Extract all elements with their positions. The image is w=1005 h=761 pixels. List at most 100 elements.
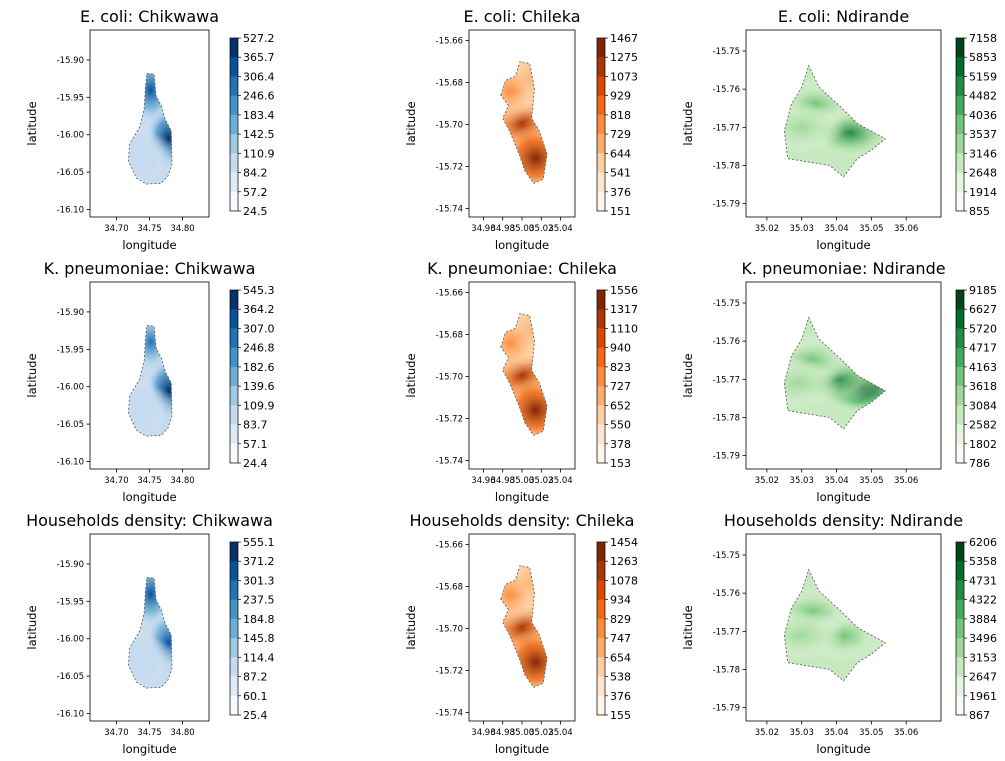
region-boundary [500, 313, 548, 436]
x-tick-label: 34.80 [170, 224, 194, 234]
colorbar-tick-label: 644 [610, 147, 631, 160]
x-axis-label: longitude [122, 490, 176, 504]
colorbar-tick-label: 3146 [969, 147, 997, 160]
y-tick-label: -15.90 [57, 56, 84, 66]
y-tick-label: -15.79 [713, 704, 740, 714]
colorbar-tick-label: 867 [969, 709, 990, 722]
y-tick-label: -15.76 [713, 337, 740, 347]
colorbar-tick-label: 246.8 [243, 342, 275, 355]
x-tick-label: 35.02 [755, 728, 779, 738]
colorbar-tick-label: 829 [610, 613, 631, 626]
colorbar: 1454 1263 1078 934 829 747 654 538 376 155 [596, 536, 638, 722]
density-hotspot [784, 357, 842, 409]
density-hotspot [500, 61, 545, 125]
y-tick-label: -15.70 [436, 121, 463, 131]
colorbar-segment [956, 580, 964, 600]
colorbar-tick-label: 83.7 [243, 419, 268, 432]
colorbar-tick-label: 183.4 [243, 109, 275, 122]
colorbar-segment [597, 599, 605, 620]
x-tick-label: 35.02 [755, 476, 779, 486]
x-axis-label: longitude [122, 238, 176, 252]
x-tick-label: 35.03 [790, 728, 814, 738]
plot-frame [745, 533, 942, 722]
colorbar-segment [230, 347, 238, 368]
colorbar-tick-label: 1078 [610, 574, 638, 587]
colorbar-tick-label: 145.8 [243, 632, 275, 645]
colorbar-tick-label: 182.6 [243, 361, 275, 374]
colorbar-segment [597, 676, 605, 697]
colorbar-segment [230, 638, 238, 658]
colorbar-segment [230, 657, 238, 677]
x-tick-label: 35.02 [755, 224, 779, 234]
y-tick-label: -15.90 [57, 560, 84, 570]
x-tick-label: 34.70 [104, 476, 128, 486]
colorbar-segment [597, 328, 605, 348]
colorbar-tick-label: 306.4 [243, 70, 275, 83]
y-tick-label: -16.05 [57, 168, 84, 178]
colorbar-segment [597, 95, 605, 116]
y-tick-label: -15.77 [713, 123, 740, 133]
region-boundary [127, 72, 173, 185]
colorbar-tick-label: 3884 [969, 613, 997, 626]
panel-title: Households density: Ndirande [724, 511, 963, 530]
x-axis-label: longitude [816, 490, 870, 504]
colorbar-tick-label: 1317 [610, 303, 638, 316]
colorbar-tick-label: 5358 [969, 555, 997, 568]
y-tick-label: -15.72 [436, 415, 463, 425]
colorbar-tick-label: 2647 [969, 671, 997, 684]
colorbar-tick-label: 4322 [969, 594, 997, 607]
colorbar-tick-label: 2648 [969, 167, 997, 180]
colorbar-tick-label: 371.2 [243, 555, 275, 568]
colorbar-tick-label: 855 [969, 205, 990, 218]
colorbar-tick-label: 7158 [969, 32, 997, 45]
colorbar-segment [230, 599, 238, 620]
panel-title: K. pneumoniae: Ndirande [741, 259, 945, 278]
heatmap-panel: K. pneumoniae: Chikwawa 34.70 34.75 34.80 -1… [25, 259, 275, 504]
y-tick-label: -15.74 [436, 457, 463, 467]
colorbar-tick-label: 57.1 [243, 438, 268, 451]
colorbar-tick-label: 184.8 [243, 613, 275, 626]
colorbar-segment [230, 618, 238, 639]
x-tick-label: 35.06 [894, 476, 918, 486]
colorbar-segment [230, 191, 238, 212]
colorbar: 1467 1275 1073 929 818 729 644 541 376 151 [596, 32, 638, 218]
y-tick-label: -16.05 [57, 672, 84, 682]
colorbar-tick-label: 1802 [969, 438, 997, 451]
panel-title: E. coli: Chikwawa [80, 7, 219, 26]
plot-frame [745, 29, 942, 218]
colorbar-segment [597, 580, 605, 600]
heatmap-panel: Households density: Chileka34.9634.9835.… [404, 511, 638, 756]
panel-title: Households density: Chileka [410, 511, 635, 530]
region-boundary [500, 565, 548, 688]
colorbar-tick-label: 4036 [969, 109, 997, 122]
colorbar-tick-label: 3153 [969, 651, 997, 664]
y-tick-label: -15.72 [436, 667, 463, 677]
y-tick-label: -15.77 [713, 627, 740, 637]
colorbar-tick-label: 376 [610, 690, 631, 703]
colorbar-tick-label: 527.2 [243, 32, 275, 45]
x-tick-label: 34.75 [137, 224, 161, 234]
y-tick-label: -15.72 [436, 163, 463, 173]
colorbar-segment [597, 695, 605, 716]
colorbar-tick-label: 9185 [969, 284, 997, 297]
colorbar-tick-label: 4717 [969, 342, 997, 355]
colorbar-frame [955, 541, 965, 716]
colorbar-tick-label: 4163 [969, 361, 997, 374]
colorbar-segment [230, 386, 238, 406]
colorbar-segment [230, 57, 238, 77]
colorbar-segment [956, 424, 964, 445]
colorbar-segment [597, 366, 605, 387]
y-tick-label: -15.95 [57, 345, 84, 355]
colorbar-frame [229, 541, 239, 716]
heatmap-panel: E. coli: Chikwawa 34.70 34.75 34.80 -15.90 -1… [25, 7, 275, 252]
y-axis-label: latitude [25, 101, 39, 145]
colorbar-segment [230, 695, 238, 716]
colorbar-tick-label: 114.4 [243, 651, 275, 664]
colorbar-tick-label: 307.0 [243, 322, 275, 335]
colorbar-tick-label: 3537 [969, 128, 997, 141]
y-tick-label: -16.00 [57, 383, 84, 393]
colorbar-segment [230, 95, 238, 116]
y-axis-label: latitude [404, 605, 418, 649]
colorbar-segment [956, 114, 964, 135]
